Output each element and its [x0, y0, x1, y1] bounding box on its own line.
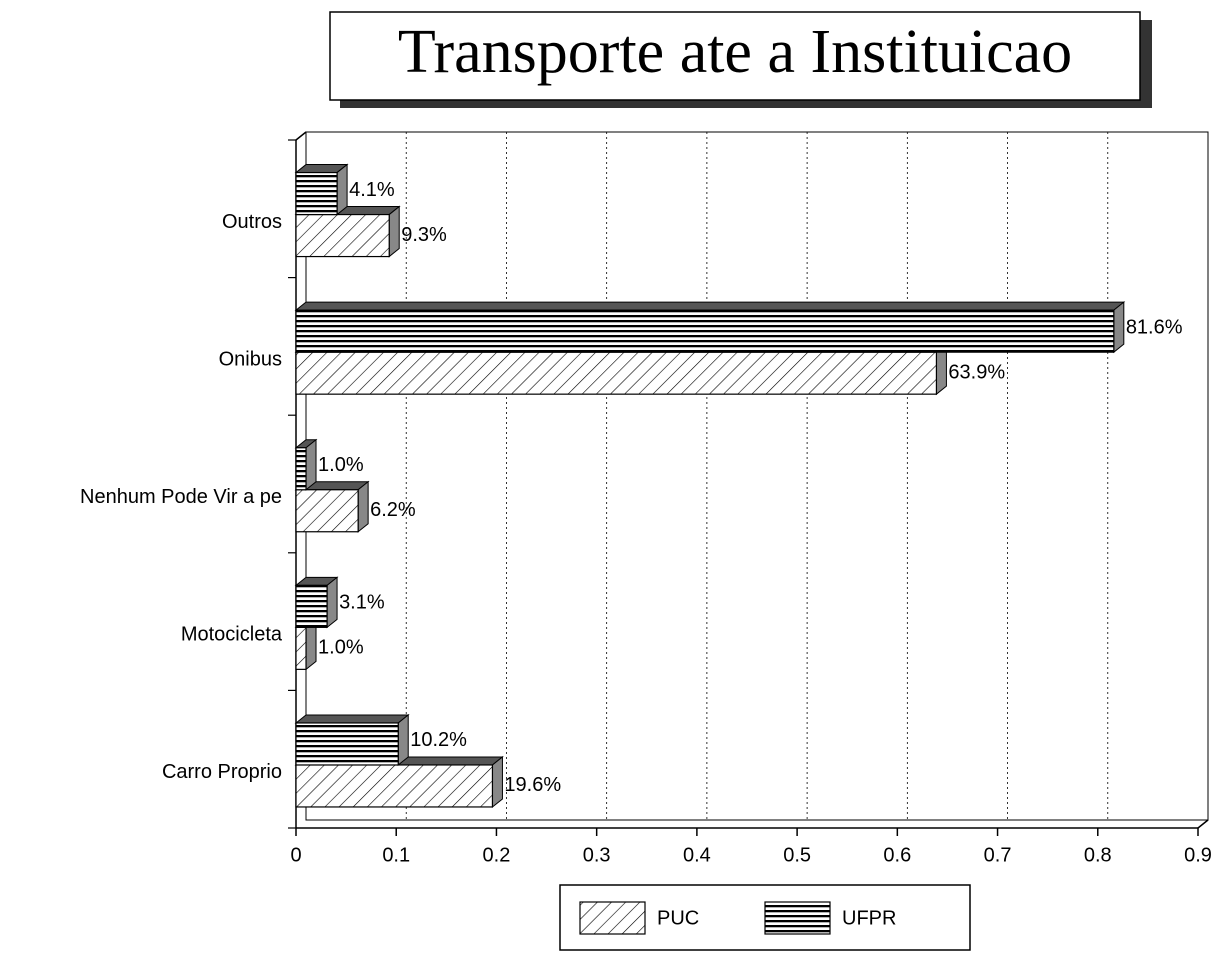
bar	[295, 213, 390, 258]
bar	[295, 584, 328, 628]
x-tick-label: 0.3	[583, 844, 611, 866]
bar	[295, 171, 338, 216]
title-box	[329, 11, 1141, 101]
legend-label: UFPR	[842, 907, 896, 929]
bar	[295, 489, 359, 533]
x-tick-label: 0.2	[483, 844, 511, 866]
data-label: 1.0%	[318, 454, 364, 476]
legend-label: PUC	[657, 907, 699, 929]
y-tick-label: Onibus	[219, 348, 282, 370]
y-tick-label: Motocicleta	[181, 624, 283, 646]
x-tick-label: 0.1	[382, 844, 410, 866]
x-axis-depth	[1197, 819, 1209, 829]
bar-top	[294, 714, 410, 724]
x-tick-label: 0.7	[984, 844, 1012, 866]
bar	[295, 626, 307, 670]
bar	[295, 309, 1115, 353]
legend-swatch	[579, 901, 646, 935]
data-label: 10.2%	[410, 729, 467, 751]
bar-top	[294, 301, 1126, 311]
bar-side	[326, 576, 338, 629]
chart-title: Transporte ate a Instituicao	[398, 18, 1072, 86]
x-tick-label: 0.5	[783, 844, 811, 866]
y-tick-label: Nenhum Pode Vir a pe	[80, 486, 282, 508]
bar	[295, 764, 494, 808]
legend-swatch	[764, 901, 831, 935]
data-label: 19.6%	[504, 774, 561, 796]
data-label: 9.3%	[401, 224, 447, 246]
x-tick-label: 0.8	[1084, 844, 1112, 866]
y-tick-label: Outros	[222, 211, 282, 233]
bar-side	[1113, 301, 1125, 354]
y-axis-depth	[295, 131, 307, 141]
x-tick-label: 0	[290, 844, 301, 866]
bar-side	[357, 480, 369, 533]
data-label: 81.6%	[1126, 316, 1183, 338]
x-tick-label: 0.4	[683, 844, 711, 866]
bar	[295, 722, 399, 766]
y-tick-label: Carro Proprio	[162, 761, 282, 783]
bar	[295, 351, 938, 395]
plot-area	[305, 131, 1209, 821]
data-label: 63.9%	[948, 361, 1005, 383]
bar-side	[305, 438, 317, 491]
data-label: 4.1%	[349, 179, 395, 201]
data-label: 1.0%	[318, 637, 364, 659]
data-label: 6.2%	[370, 499, 416, 521]
x-tick-label: 0.6	[883, 844, 911, 866]
bar-side	[491, 755, 503, 809]
bar-side	[397, 713, 409, 767]
bar-side	[388, 205, 400, 258]
x-tick-label: 0.9	[1184, 844, 1212, 866]
bar	[295, 447, 307, 491]
data-label: 3.1%	[339, 592, 385, 614]
bar-side	[336, 163, 348, 216]
